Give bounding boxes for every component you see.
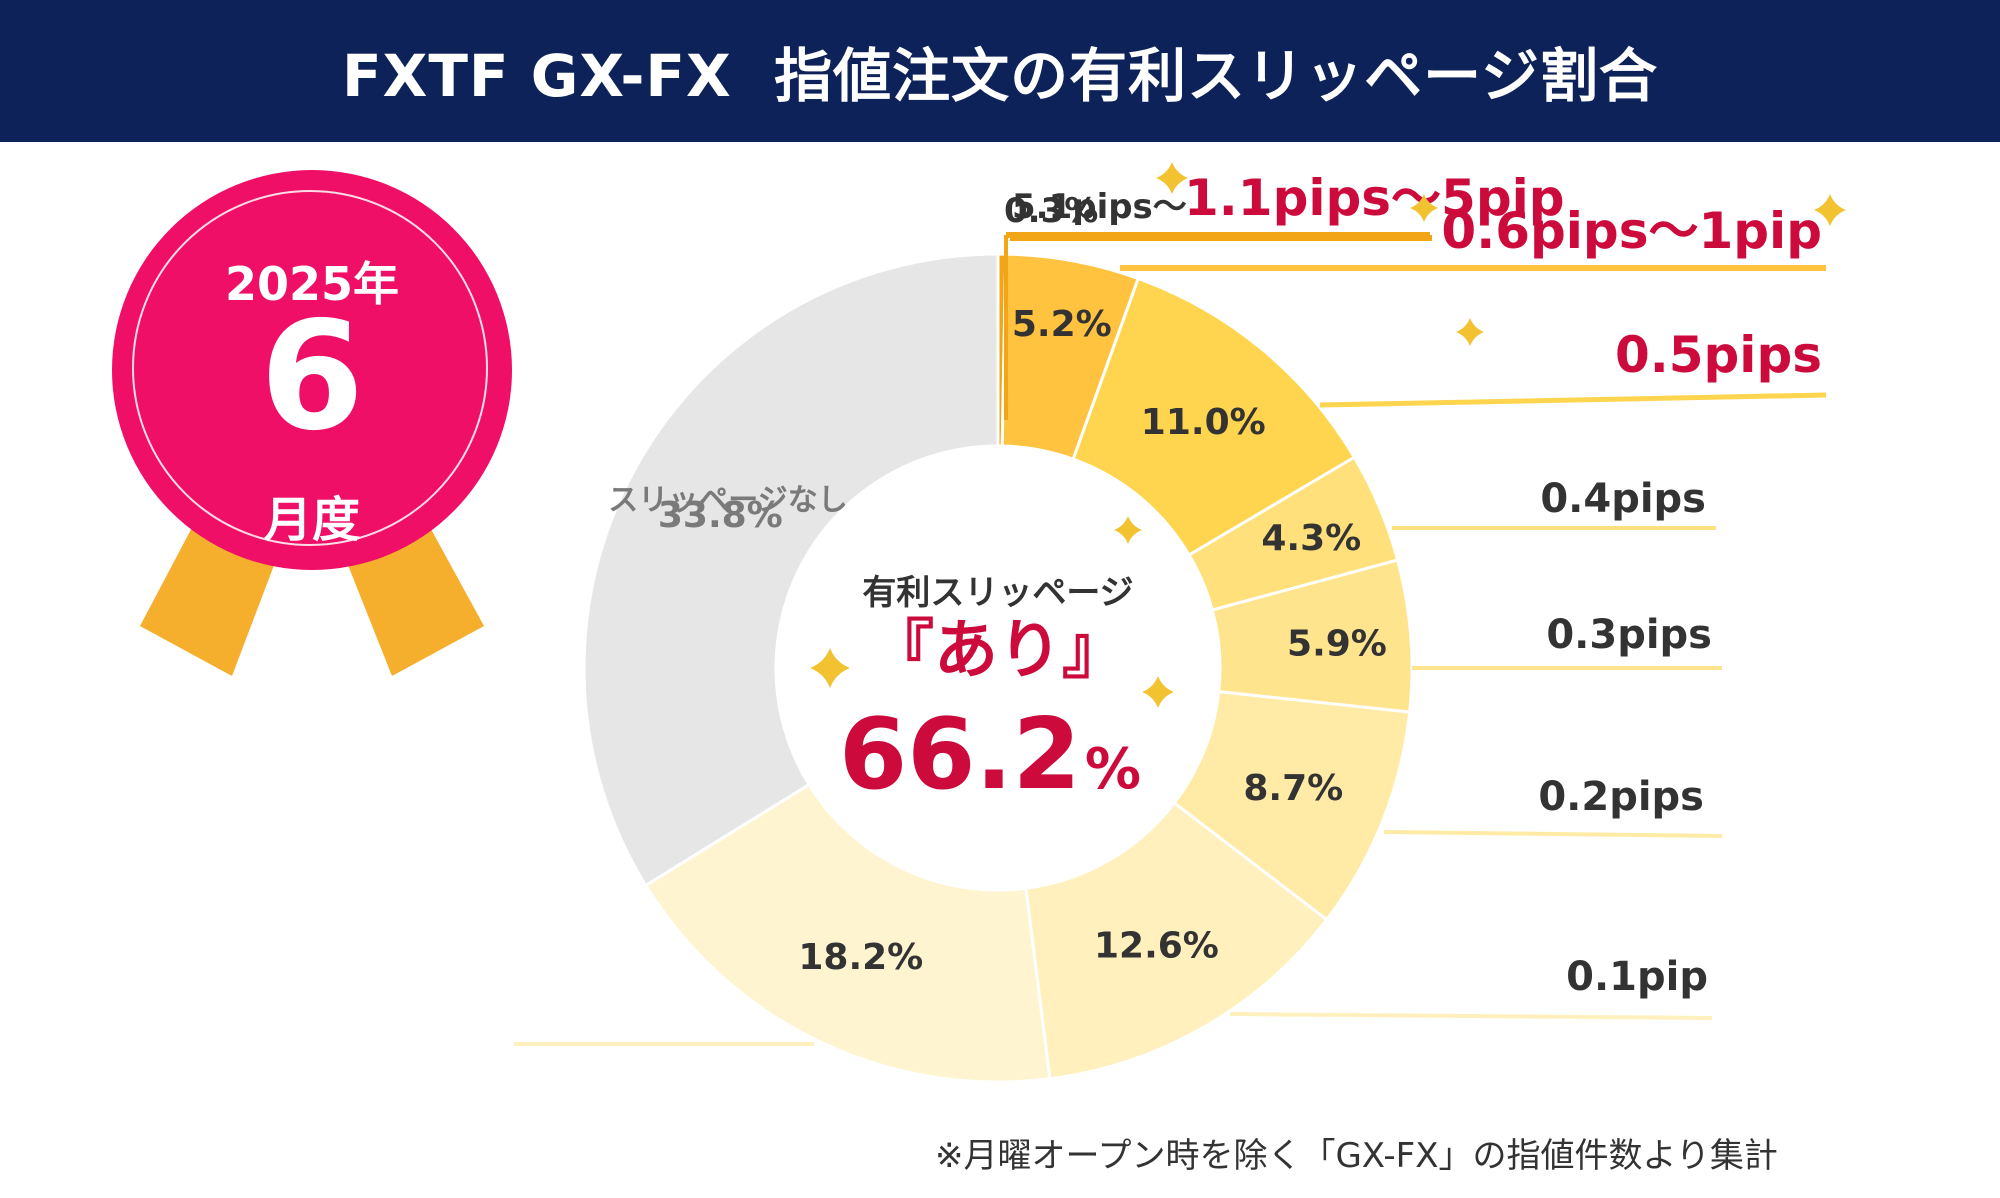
sparkle-icon [1142, 676, 1174, 708]
leader-line-6 [1383, 830, 1723, 838]
sparkle-icon [1410, 194, 1438, 222]
slice-value-label-6: 12.6% [1094, 926, 1219, 967]
category-label-1: 1.1pips～5pip [1184, 169, 1565, 227]
slice-value-label-0: 0.3% [1004, 191, 1098, 231]
pie-slice-8 [582, 252, 1000, 888]
leader-line-3 [1319, 392, 1827, 408]
pie-slice-6 [1024, 800, 1329, 1081]
slice-value-label-7: 18.2% [798, 937, 923, 978]
slice-value-label-4: 5.9% [1287, 623, 1387, 664]
center-title: 有利スリッページ [862, 573, 1133, 613]
badge-ribbons [140, 520, 484, 676]
pie-slice-7 [643, 782, 1052, 1084]
footnote: ※月曜オープン時を除く「GX-FX」の指値件数より集計 [935, 1136, 1778, 1176]
ribbon-right [346, 520, 484, 676]
badge-suffix: 月度 [263, 492, 360, 548]
category-label-6: 0.2pips [1538, 774, 1704, 820]
leader-line-7 [1229, 1012, 1713, 1020]
slice-value-label-1: 5.2% [1012, 304, 1112, 345]
category-label-0: 5.1pips～ [1012, 187, 1187, 227]
category-label-no-slippage: スリッページなし [608, 483, 847, 518]
page-title: FXTF GX-FX 指値注文の有利スリッページ割合 [342, 42, 1658, 110]
center-value: 66.2 [839, 698, 1081, 812]
center-value-line: 66.2% [839, 698, 1141, 812]
badge-year: 2025年 [224, 257, 400, 311]
slice-value-label-3: 4.3% [1261, 518, 1361, 559]
slice-value-label-8: 33.8% [658, 495, 783, 536]
sparkle-icon [810, 648, 850, 688]
category-label-5: 0.3pips [1546, 612, 1712, 658]
ribbon-left [140, 520, 276, 676]
category-label-7: 0.1pip [1566, 954, 1708, 1000]
center-unit: % [1085, 737, 1141, 802]
slice-value-label-5: 8.7% [1243, 768, 1343, 809]
slice-value-label-2: 11.0% [1141, 402, 1266, 443]
sparkle-icon [1814, 194, 1846, 226]
sparkle-icon [1156, 162, 1188, 194]
badge-month: 6 [259, 290, 365, 464]
sparkle-icon [1456, 318, 1484, 346]
category-label-2: 0.6pips～1pip [1441, 202, 1822, 260]
month-badge-inner-ring [132, 190, 488, 546]
category-label-3: 0.5pips [1615, 326, 1822, 384]
center-subtitle: 『あり』 [870, 614, 1126, 688]
sparkle-icon [1114, 516, 1142, 544]
header-bar: FXTF GX-FX 指値注文の有利スリッページ割合 [0, 0, 2000, 142]
category-label-4: 0.4pips [1540, 476, 1706, 522]
